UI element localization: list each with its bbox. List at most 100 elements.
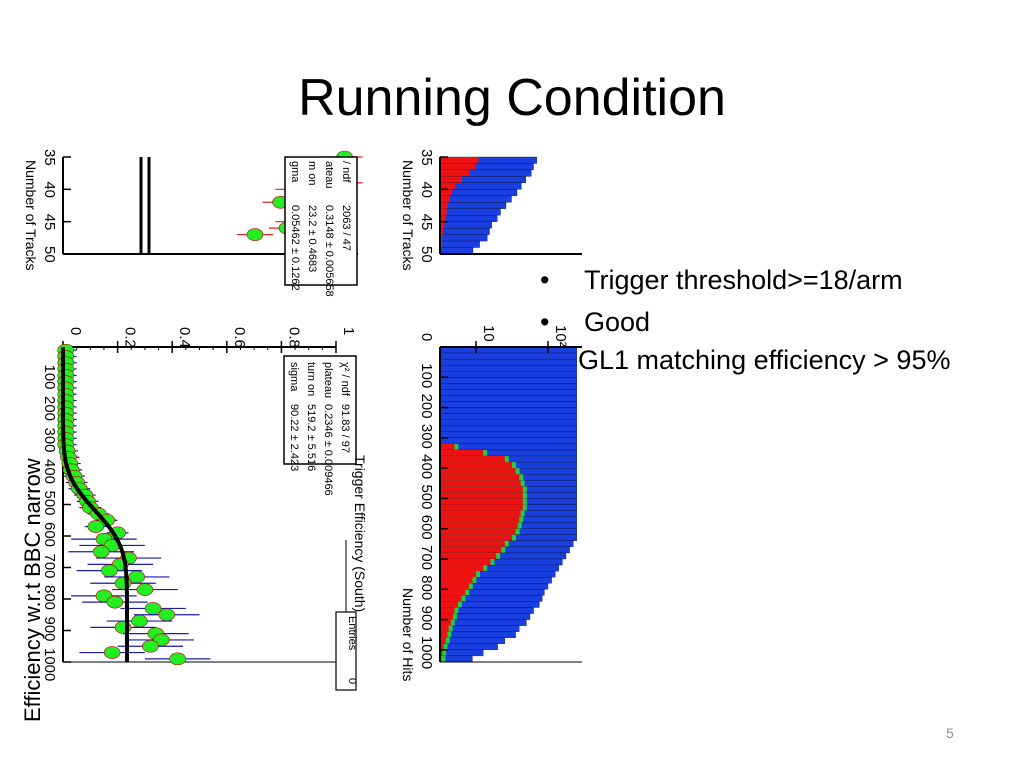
hist-bar-total [439,383,577,390]
hist-bar-total [439,649,484,657]
x-tick-label: 200 [41,396,58,421]
stats-key: / ndf [340,161,352,183]
hist-bar-triggered [440,480,521,487]
chart-title: Trigger Efficiency (South) [352,455,368,612]
x-tick-label: 100 [418,363,435,388]
x-tick-label: 500 [418,484,435,509]
stats-key: turn on [305,362,317,396]
hist-bar-triggered [440,498,523,505]
hist-bar-triggered [440,546,502,553]
data-point [92,545,110,559]
hist-bar-total [439,234,488,242]
hist-bar-total [439,371,577,378]
hist-bar-triggered [440,195,450,203]
stats-key: sigma [288,362,300,392]
x-tick-label: 700 [41,554,58,579]
stats-key: χ² / ndf [339,362,351,397]
hist-bar-triggered [440,589,466,596]
hist-bar-total [439,413,577,420]
stats-value: 90.22 ± 2.423 [288,404,300,471]
data-point [144,602,162,615]
hist-bar-triggered [440,522,518,529]
x-axis-title: Number of Hits [400,588,416,681]
hist-bar-triggered [440,552,497,560]
x-tick-label: 100 [41,365,58,390]
x-tick-label: 600 [418,515,435,540]
x-tick-label: 1000 [418,636,435,669]
hist-bar-triggered [440,228,444,235]
hist-bar-triggered [440,559,491,566]
hist-bar-total [439,227,490,235]
hist-bar-triggered [440,619,451,626]
hist-bar-other [440,655,446,662]
stats-key: m on [306,161,318,185]
data-point [87,520,105,533]
hist-bar-total [439,195,512,203]
bullet-item: • Good [540,304,1010,346]
hist-bar-total [439,407,577,414]
x-tick-label: 35 [418,149,435,166]
hist-bar-total [439,215,498,222]
hist-bar-total [439,352,577,360]
hist-bar-triggered [440,234,443,242]
hist-bar-triggered [440,595,462,602]
stats-value: 2063 / 47 [340,205,352,251]
hist-bar-total [439,437,577,445]
hist-bar-total [439,631,516,638]
hist-bar-total [439,377,577,384]
bullet-text: Trigger threshold>=18/arm [584,265,903,295]
stats-value: 91.83 / 97 [339,404,351,453]
data-point [106,595,124,609]
hist-bar-triggered [440,504,523,511]
y-tick-label: 10² [552,325,569,347]
data-point [131,614,148,628]
bullet-marker: • [540,265,550,295]
hist-bar-triggered [440,182,456,190]
hist-bar-triggered [440,176,462,183]
bullet-note: GL1 matching efficiency > 95% [578,345,951,375]
x-tick-label: 35 [41,149,58,166]
x-axis-title: Number of Tracks [23,160,39,270]
efficiency-chart: 0 0.2 0.4 0.6 0.8 1 100 200 300 400 500 600 700 800 90… [41,327,368,691]
hist-bar-total [439,358,577,366]
x-tick-label: 900 [41,617,58,642]
bullet-text: Good [584,307,651,337]
hist-bar-other [440,643,448,650]
x-tick-label: 400 [418,454,435,479]
data-point [103,646,121,659]
slide-number: 5 [946,725,954,741]
data-point [136,583,154,596]
y-tick-label: 0.4 [176,327,193,348]
hist-bar-triggered [440,534,512,541]
x-tick-label: 300 [41,428,58,453]
x-tick-label: 40 [418,181,435,198]
stats-box [283,355,357,465]
hist-bar-total [439,401,577,408]
hist-bar-triggered [440,462,512,469]
hist-bar-triggered [440,202,448,209]
hist-bar-triggered [440,456,505,463]
hist-bar-total [439,389,577,396]
stats-key: ateau [323,161,335,189]
x-tick-label: 800 [41,585,58,610]
hist-bar-triggered [440,474,520,481]
hist-bar-triggered [440,649,443,656]
hist-bar-triggered [440,631,448,638]
data-point [142,639,159,653]
y-tick-label: 0 [67,327,84,335]
stats-value: 0.2346 ± 0.009466 [322,404,334,496]
stats-value: 519.2 ± 5.516 [305,404,317,471]
x-tick-label: 300 [418,424,435,449]
hist-bar-triggered [440,528,516,535]
hist-bar-triggered [440,625,449,632]
x-tick-label: 45 [418,214,435,231]
y-tick-label: 0.2 [122,327,139,348]
hist-bar-total [439,419,577,426]
hist-bar-triggered [440,221,445,229]
hist-bar-total [439,431,577,439]
y-tick-label: 10 [480,325,497,342]
hist-bar-total [439,202,507,209]
